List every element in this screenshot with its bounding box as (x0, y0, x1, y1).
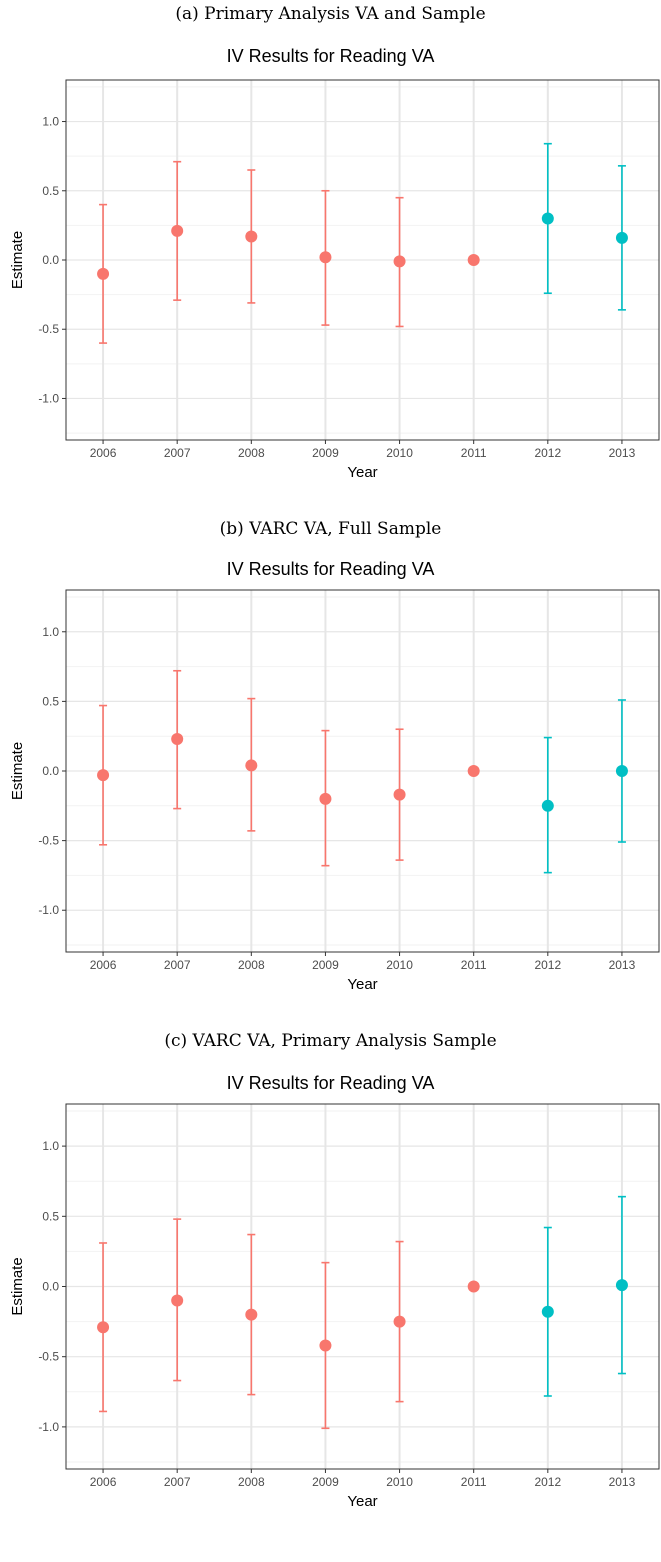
x-axis-title: Year (347, 1493, 377, 1510)
figure-panel-b: (b) VARC VA, Full Sample IV Results for … (0, 510, 661, 1015)
estimate-point (97, 267, 110, 280)
estimate-point (541, 212, 554, 225)
estimate-point (615, 231, 628, 244)
estimate-point (615, 765, 628, 777)
x-axis-title: Year (347, 464, 377, 481)
x-tick-label: 2012 (534, 1475, 561, 1489)
y-tick-label: -1.0 (38, 391, 59, 405)
estimate-point (245, 230, 258, 243)
chart-title: IV Results for Reading VA (226, 46, 435, 66)
y-tick-label: 0.0 (42, 764, 59, 778)
figure-panel-c: (c) VARC VA, Primary Analysis Sample IV … (0, 1022, 661, 1511)
x-tick-label: 2008 (238, 1475, 265, 1489)
estimate-point (541, 799, 554, 812)
estimate-point (541, 1305, 554, 1318)
x-tick-label: 2006 (90, 1475, 117, 1489)
estimate-point (615, 1279, 628, 1292)
chart-title: IV Results for Reading VA (226, 559, 435, 579)
x-tick-label: 2009 (312, 446, 339, 460)
estimate-point (467, 254, 480, 266)
y-tick-label: 0.0 (42, 1280, 59, 1294)
y-tick-label: 1.0 (42, 1139, 59, 1153)
estimate-point (97, 1321, 110, 1334)
x-tick-label: 2013 (609, 1475, 636, 1489)
chart-title: IV Results for Reading VA (226, 1073, 435, 1093)
y-tick-label: 1.0 (42, 625, 59, 639)
x-tick-label: 2012 (534, 446, 561, 460)
x-tick-label: 2011 (461, 1475, 487, 1489)
x-tick-label: 2007 (164, 446, 191, 460)
estimate-point (393, 1315, 406, 1328)
x-tick-label: 2013 (609, 446, 636, 460)
y-tick-label: -0.5 (38, 1350, 59, 1364)
y-axis-title: Estimate (9, 742, 26, 800)
x-tick-label: 2009 (312, 958, 339, 972)
figure-panel-a: (a) Primary Analysis VA and Sample IV Re… (0, 0, 661, 505)
y-tick-label: 0.5 (42, 694, 59, 708)
x-tick-label: 2006 (90, 446, 117, 460)
x-tick-label: 2007 (164, 1475, 191, 1489)
estimate-point (467, 765, 480, 777)
x-tick-label: 2013 (609, 958, 636, 972)
x-axis-title: Year (347, 976, 377, 993)
x-tick-label: 2011 (461, 958, 487, 972)
estimate-point (171, 1294, 184, 1307)
chart-svg: 1.0 0.5 0.0 -0.5 -1.0 2006 2007 2008 2009 2010 201… (9, 1103, 660, 1510)
panel-caption: (a) Primary Analysis VA and Sample (175, 4, 486, 24)
y-tick-label: 0.5 (42, 1209, 59, 1223)
x-tick-label: 2008 (238, 446, 265, 460)
panel-caption: (c) VARC VA, Primary Analysis Sample (164, 1031, 497, 1051)
estimate-point (245, 759, 258, 772)
y-tick-label: -0.5 (38, 322, 59, 336)
y-tick-label: 0.0 (42, 253, 59, 267)
estimate-point (319, 1339, 332, 1352)
y-axis-title: Estimate (9, 231, 26, 289)
x-tick-label: 2007 (164, 958, 191, 972)
x-tick-label: 2006 (90, 958, 117, 972)
estimate-point (97, 769, 110, 782)
x-tick-label: 2010 (386, 958, 413, 972)
y-tick-label: -0.5 (38, 834, 59, 848)
estimate-point (319, 251, 332, 264)
y-tick-label: -1.0 (38, 1420, 59, 1434)
chart-svg: 1.0 0.5 0.0 -0.5 -1.0 2006 2007 2008 2009 2010 201… (9, 79, 660, 481)
estimate-point (245, 1308, 258, 1321)
x-tick-label: 2010 (386, 446, 413, 460)
y-tick-label: 1.0 (42, 115, 59, 129)
estimate-point (393, 255, 406, 268)
estimate-point (171, 732, 184, 745)
x-tick-label: 2010 (386, 1475, 413, 1489)
x-tick-label: 2009 (312, 1475, 339, 1489)
y-tick-label: -1.0 (38, 903, 59, 917)
x-tick-label: 2008 (238, 958, 265, 972)
x-tick-label: 2012 (534, 958, 561, 972)
estimate-point (171, 224, 184, 237)
estimate-point (393, 788, 406, 801)
estimate-point (467, 1280, 480, 1293)
y-tick-label: 0.5 (42, 184, 59, 198)
y-axis-title: Estimate (9, 1257, 26, 1315)
panel-caption: (b) VARC VA, Full Sample (219, 519, 442, 539)
chart-svg: 1.0 0.5 0.0 -0.5 -1.0 2006 2007 2008 2009 2010 201… (9, 589, 660, 993)
x-tick-label: 2011 (461, 446, 487, 460)
estimate-point (319, 792, 332, 805)
